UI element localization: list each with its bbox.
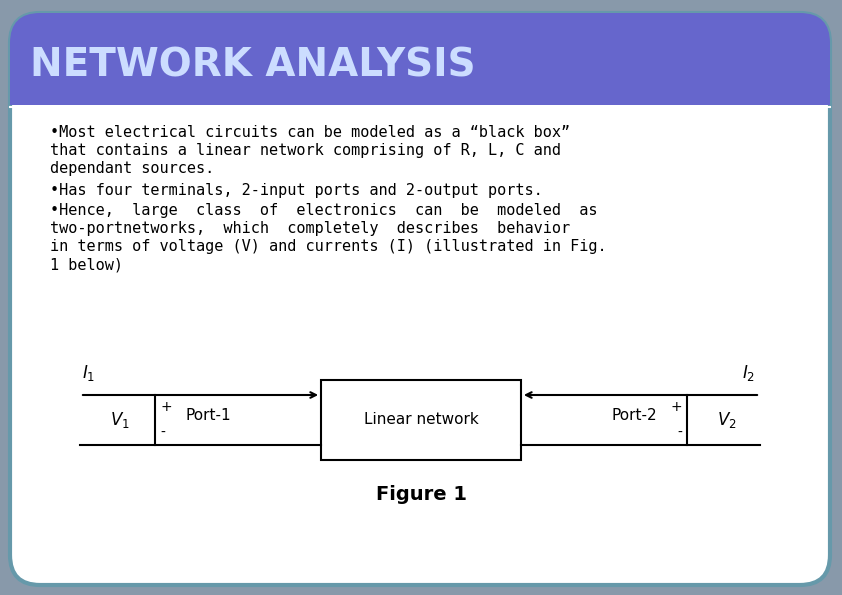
Text: in terms of voltage (V) and currents (I) (illustrated in Fig.: in terms of voltage (V) and currents (I)… <box>50 239 606 254</box>
Text: -: - <box>677 426 682 440</box>
Text: Port-2: Port-2 <box>611 408 657 422</box>
Bar <box>10 60 830 105</box>
Text: two-portnetworks,  which  completely  describes  behavior: two-portnetworks, which completely descr… <box>50 221 570 236</box>
Text: 1 below): 1 below) <box>50 257 123 272</box>
Text: dependant sources.: dependant sources. <box>50 161 214 176</box>
FancyBboxPatch shape <box>10 13 830 105</box>
Text: $V_2$: $V_2$ <box>717 410 737 430</box>
Text: $I_2$: $I_2$ <box>742 363 755 383</box>
Text: Linear network: Linear network <box>364 412 478 427</box>
Text: Figure 1: Figure 1 <box>376 486 466 505</box>
Text: •Most electrical circuits can be modeled as a “black box”: •Most electrical circuits can be modeled… <box>50 125 570 140</box>
Text: Port-1: Port-1 <box>185 408 231 422</box>
Text: $I_1$: $I_1$ <box>82 363 95 383</box>
Text: •Hence,  large  class  of  electronics  can  be  modeled  as: •Hence, large class of electronics can b… <box>50 203 598 218</box>
Bar <box>321 380 521 460</box>
Text: -: - <box>160 426 165 440</box>
FancyBboxPatch shape <box>10 13 830 585</box>
Text: that contains a linear network comprising of R, L, C and: that contains a linear network comprisin… <box>50 143 561 158</box>
Text: NETWORK ANALYSIS: NETWORK ANALYSIS <box>30 46 476 84</box>
Text: +: + <box>670 400 682 414</box>
Text: •Has four terminals, 2-input ports and 2-output ports.: •Has four terminals, 2-input ports and 2… <box>50 183 543 198</box>
Text: +: + <box>160 400 172 414</box>
Text: $V_1$: $V_1$ <box>110 410 130 430</box>
